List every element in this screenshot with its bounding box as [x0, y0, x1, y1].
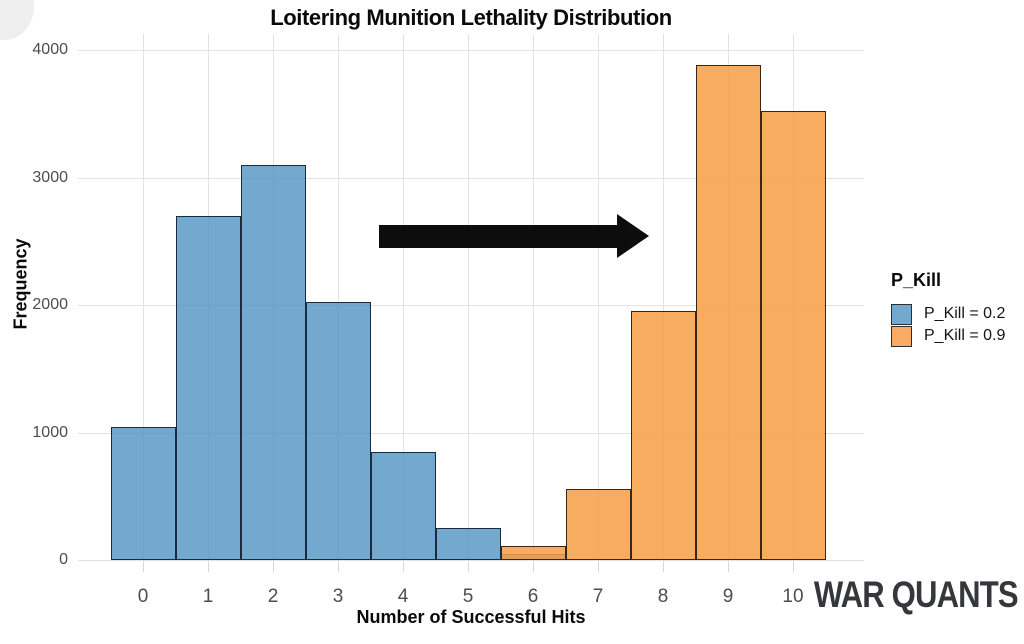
chart-title: Loitering Munition Lethality Distributio…	[270, 5, 672, 30]
x-tick-label: 9	[722, 586, 734, 607]
x-tick-mark	[533, 561, 534, 572]
y-tick-label: 3000	[32, 168, 68, 186]
gridline-vertical	[338, 34, 339, 560]
y-tick-label: 2000	[32, 296, 68, 313]
legend-swatch	[891, 325, 912, 347]
x-tick-mark	[728, 561, 729, 572]
legend-title: P_Kill	[891, 270, 942, 290]
x-tick-label: 0	[137, 586, 149, 607]
legend-item: P_Kill = 0.9	[891, 325, 1005, 347]
x-tick-label: 4	[397, 586, 409, 607]
gridline-horizontal	[78, 177, 864, 179]
x-tick-label: 7	[592, 586, 604, 607]
x-tick-label: 10	[782, 586, 804, 607]
x-tick-label: 8	[657, 586, 669, 607]
x-tick-mark	[598, 561, 599, 572]
gridline-horizontal	[78, 432, 864, 434]
x-tick-mark	[793, 561, 794, 572]
histogram-bar	[305, 301, 371, 560]
histogram-bar	[110, 426, 176, 560]
y-tick-label: 1000	[32, 423, 68, 441]
histogram-bar	[175, 215, 241, 560]
gridline-horizontal	[78, 305, 864, 306]
legend-item: P_Kill = 0.2	[891, 303, 1005, 325]
gridline-vertical	[533, 34, 534, 560]
x-tick-label: 5	[462, 586, 474, 607]
x-tick-mark	[338, 561, 339, 572]
legend: P_Kill P_Kill = 0.2 P_Kill = 0.9	[891, 270, 1005, 347]
x-tick-mark	[403, 561, 404, 572]
x-tick-label: 2	[267, 586, 279, 607]
legend-item-label: P_Kill = 0.2	[924, 305, 1006, 322]
gridline-horizontal	[78, 50, 864, 51]
x-tick-mark	[663, 561, 664, 572]
gridline-vertical	[663, 34, 664, 560]
x-tick-mark	[143, 561, 144, 572]
corner-artifact	[0, 0, 34, 40]
x-tick-label: 1	[202, 586, 214, 607]
x-tick-mark	[273, 561, 274, 572]
x-axis-title: Number of Successful Hits	[356, 607, 586, 627]
legend-item-label: P_Kill = 0.9	[924, 327, 1006, 344]
x-tick-label: 3	[332, 586, 344, 607]
x-tick-label: 6	[527, 586, 539, 607]
gridline-vertical	[468, 34, 469, 560]
gridline-vertical	[143, 34, 144, 560]
x-tick-mark	[208, 561, 209, 572]
y-tick-label: 4000	[32, 41, 68, 58]
histogram-bar	[695, 65, 761, 560]
histogram-bar	[370, 452, 436, 560]
histogram-bar	[760, 111, 826, 560]
arrow-shaft	[378, 224, 618, 248]
histogram-bar	[565, 488, 631, 560]
histogram-bar	[240, 164, 306, 560]
gridline-horizontal	[78, 560, 864, 561]
gridline-vertical	[403, 34, 404, 560]
histogram-bar	[630, 311, 696, 560]
arrow-head-icon	[617, 214, 650, 259]
histogram-bar	[500, 545, 566, 560]
legend-items: P_Kill = 0.2 P_Kill = 0.9	[891, 303, 1005, 347]
gridline-vertical	[598, 34, 599, 560]
watermark: WAR QUANTS	[814, 574, 1019, 615]
y-tick-label: 0	[59, 551, 68, 568]
legend-swatch	[891, 303, 912, 325]
histogram-bar	[435, 528, 501, 560]
x-tick-mark	[468, 561, 469, 572]
